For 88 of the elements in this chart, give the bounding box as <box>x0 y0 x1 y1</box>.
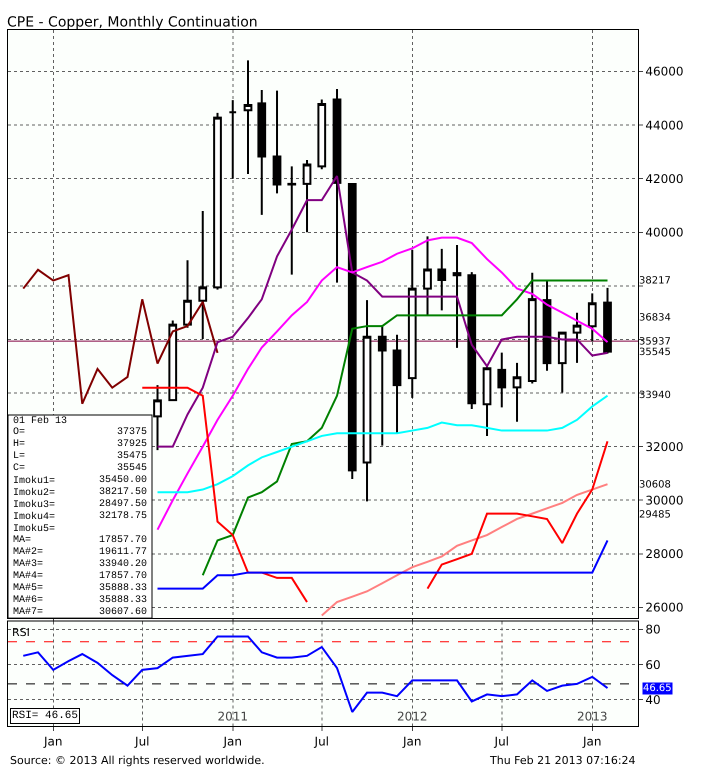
x-tick-label: Jan <box>43 734 62 748</box>
candlestick <box>392 334 402 434</box>
y-tick-label: 40000 <box>645 225 684 240</box>
line-series <box>156 236 609 531</box>
y2-tick-label: 35937 <box>639 336 671 348</box>
x2-tick-label: 2012 <box>396 710 428 724</box>
text: 46.65 <box>643 683 672 694</box>
text: C= 35545 <box>13 463 148 474</box>
candlestick <box>528 272 537 384</box>
text: MA#5= 35888.33 <box>13 583 148 594</box>
y-tick-label: 32000 <box>645 440 684 454</box>
y-tick-label: 44000 <box>645 118 684 132</box>
candlestick <box>588 292 597 342</box>
text: O= 37375 <box>13 427 148 438</box>
y-tick-label: 30000 <box>645 493 684 508</box>
candlestick <box>213 112 222 291</box>
candlestick <box>542 280 552 372</box>
y2-tick-label: 29485 <box>639 510 671 521</box>
candlestick <box>482 365 492 438</box>
candlestick <box>257 88 266 216</box>
source-note: Source: © 2013 All rights reserved worldwide. <box>10 754 265 767</box>
text: Imoku1= 35450.00 <box>13 475 148 487</box>
line-series <box>22 268 219 405</box>
line-series <box>320 483 609 616</box>
y-tick-label: 26000 <box>645 600 684 615</box>
annotation: Imoku5= <box>13 523 56 535</box>
candlestick <box>467 271 476 410</box>
y2-tick-label: 35545 <box>639 347 671 358</box>
text: MA#3= 33940.20 <box>13 559 148 570</box>
y-tick-label: 46000 <box>645 64 684 79</box>
y-tick-label: 80 <box>645 622 661 637</box>
candlestick <box>198 210 208 340</box>
y-tick-label: 60 <box>645 658 661 672</box>
text: MA#7= 30607.60 <box>13 607 148 618</box>
text: Imoku3= 28497.50 <box>13 499 148 511</box>
candlestick <box>572 312 582 364</box>
candlestick <box>603 286 612 355</box>
candlestick <box>512 362 522 423</box>
text: Imoku2= 38217.50 <box>13 487 148 499</box>
line-series <box>156 175 609 448</box>
candlestick <box>408 248 417 399</box>
x-tick-label: Jul <box>494 734 510 748</box>
text: L= 35475 <box>13 451 148 462</box>
x-tick-label: Jan <box>582 734 602 748</box>
candlestick <box>497 352 506 408</box>
y2-tick-label: 33940 <box>639 390 671 402</box>
candlestick <box>317 98 326 170</box>
y-tick-label: 42000 <box>645 172 684 186</box>
text: MA#4= 17857.70 <box>13 571 148 582</box>
candlestick <box>272 90 282 194</box>
candlestick <box>168 319 178 402</box>
y2-tick-label: 38217 <box>639 276 671 287</box>
x-tick-label: Jul <box>134 734 150 748</box>
x2-tick-label: 2011 <box>217 710 248 724</box>
text: Imoku4= 32178.75 <box>13 511 148 523</box>
candlestick <box>437 248 446 312</box>
candlestick <box>183 259 192 329</box>
candlestick <box>378 324 387 447</box>
text: MA#2= 19611.77 <box>13 547 148 558</box>
candlestick <box>362 299 372 502</box>
line-series <box>156 539 609 590</box>
candlestick <box>287 165 296 276</box>
candlestick <box>423 235 432 316</box>
annotation: 01 Feb 13 <box>13 415 68 427</box>
line-series <box>156 394 609 494</box>
annotation: RSI= 46.65 <box>12 710 78 722</box>
x-tick-label: Jul <box>314 734 330 748</box>
y-tick-label: 40 <box>645 692 661 707</box>
candlestick <box>332 88 342 284</box>
candlestick <box>244 59 252 176</box>
y2-tick-label: 30608 <box>639 479 671 490</box>
text: MA#6= 35888.33 <box>13 595 148 606</box>
candlestick <box>302 158 312 234</box>
candlestick <box>348 183 357 480</box>
chart-title: RSI <box>12 626 30 639</box>
y2-tick-label: 36834 <box>639 312 671 324</box>
candlestick <box>558 330 567 394</box>
text: Thu Feb 21 2013 07:16:24 <box>489 754 636 767</box>
text: H= 37925 <box>13 439 148 450</box>
candlestick <box>452 244 462 349</box>
text: MA= 17857.70 <box>13 535 148 546</box>
x2-tick-label: 2013 <box>576 710 608 724</box>
x-tick-label: Jan <box>402 734 422 748</box>
x-tick-label: Jan <box>222 734 242 748</box>
line-series <box>202 280 609 576</box>
chart-title: CPE - Copper, Monthly Continuation <box>7 14 258 31</box>
candlestick <box>228 99 238 180</box>
y-tick-label: 28000 <box>645 547 684 562</box>
